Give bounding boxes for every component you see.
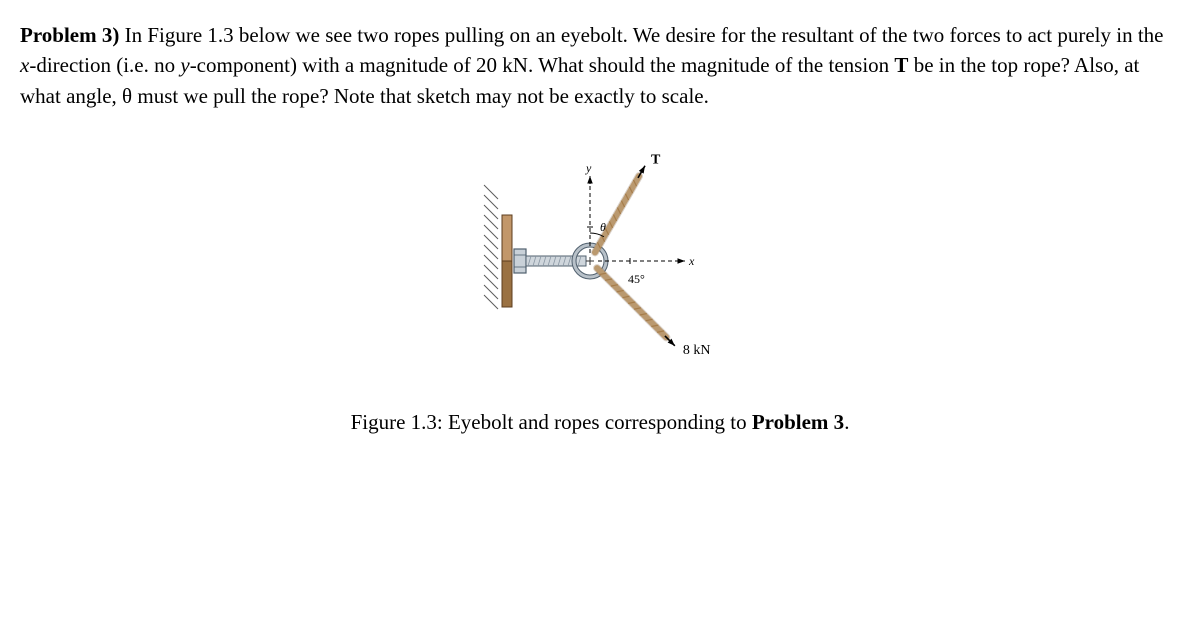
svg-text:y: y bbox=[585, 161, 592, 175]
problem-seg1: In Figure 1.3 below we see two ropes pul… bbox=[119, 23, 1163, 47]
svg-text:x: x bbox=[688, 254, 695, 268]
svg-text:θ: θ bbox=[600, 220, 606, 234]
caption-bold: Problem 3 bbox=[752, 410, 844, 434]
problem-seg2: -direction (i.e. no bbox=[29, 53, 180, 77]
problem-T: T bbox=[894, 53, 908, 77]
problem-y: y bbox=[180, 53, 189, 77]
figure-caption: Figure 1.3: Eyebolt and ropes correspond… bbox=[20, 407, 1180, 437]
problem-statement: Problem 3) In Figure 1.3 below we see tw… bbox=[20, 20, 1180, 111]
svg-text:8 kN: 8 kN bbox=[683, 343, 711, 358]
figure-diagram: y x Tθ 8 kN 45° bbox=[390, 141, 810, 401]
caption-prefix: Figure 1.3: Eyebolt and ropes correspond… bbox=[351, 410, 752, 434]
problem-seg3: -component) with a magnitude of 20 kN. W… bbox=[190, 53, 895, 77]
problem-label: Problem 3) bbox=[20, 23, 119, 47]
caption-suffix: . bbox=[844, 410, 849, 434]
svg-text:45°: 45° bbox=[628, 272, 645, 286]
problem-x: x bbox=[20, 53, 29, 77]
svg-text:T: T bbox=[651, 153, 661, 168]
figure-container: y x Tθ 8 kN 45° Figure 1.3: Eyebolt and rope… bbox=[20, 141, 1180, 437]
